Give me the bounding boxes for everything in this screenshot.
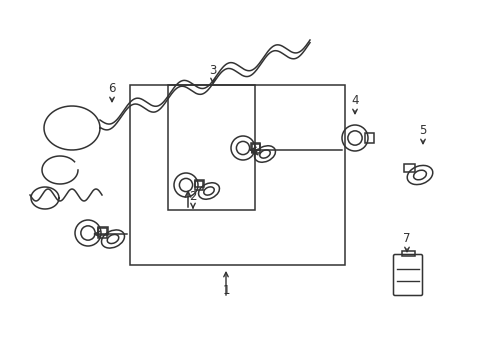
Bar — [251, 143, 260, 150]
Bar — [98, 227, 107, 235]
Bar — [130, 85, 345, 265]
Text: 3: 3 — [209, 63, 217, 77]
Text: 7: 7 — [403, 231, 411, 244]
Text: 5: 5 — [419, 123, 427, 136]
Text: 2: 2 — [189, 189, 197, 202]
Text: 1: 1 — [222, 284, 230, 297]
Text: 6: 6 — [108, 81, 116, 94]
Bar — [195, 180, 204, 187]
Bar — [366, 134, 374, 143]
Bar — [252, 144, 260, 153]
Text: 4: 4 — [351, 94, 359, 107]
Bar — [98, 228, 107, 238]
Bar — [401, 251, 415, 256]
Bar — [404, 164, 415, 172]
Bar — [168, 85, 255, 210]
Bar — [195, 180, 203, 189]
